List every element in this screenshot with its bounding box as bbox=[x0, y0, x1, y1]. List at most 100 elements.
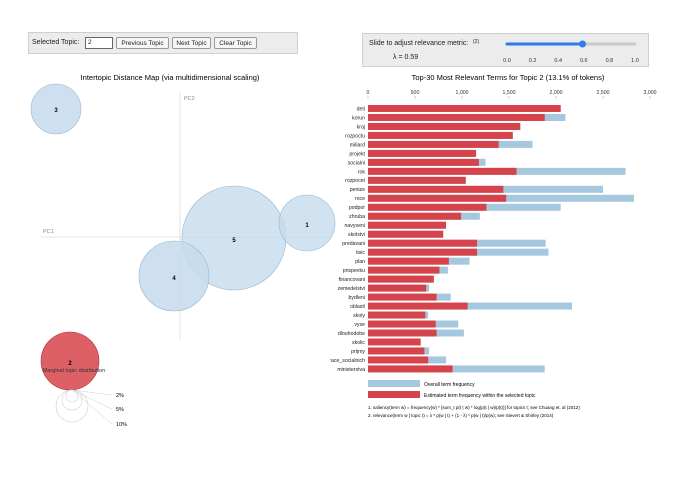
relevance-panel: Slide to adjust relevance metric: (2) λ … bbox=[362, 33, 649, 67]
relevance-footnote-mark: (2) bbox=[473, 39, 480, 45]
term-label[interactable]: plan bbox=[355, 259, 365, 265]
bar-estimated-frequency bbox=[368, 167, 517, 175]
bar-estimated-frequency bbox=[368, 105, 561, 112]
intertopic-distance-map: Intertopic Distance Map (via multidimens… bbox=[30, 73, 336, 428]
bar-estimated-frequency bbox=[368, 356, 429, 364]
term-label[interactable]: socialni bbox=[348, 160, 365, 166]
term-label[interactable]: penize bbox=[350, 187, 365, 193]
term-label[interactable]: skolstvi bbox=[348, 232, 365, 238]
bar-estimated-frequency bbox=[368, 302, 468, 310]
term-label[interactable]: bydleni bbox=[349, 295, 365, 301]
bar-estimated-frequency bbox=[368, 266, 440, 274]
marginal-legend: 2% 5% 10% bbox=[55, 389, 127, 428]
topic-label-2: 2 bbox=[68, 361, 72, 367]
bar-estimated-frequency bbox=[368, 347, 425, 355]
bar-estimated-frequency bbox=[368, 257, 449, 265]
slider-tick-label: 0.0 bbox=[503, 58, 511, 64]
chart-legend: Overall term frequency Estimated term fr… bbox=[368, 380, 536, 399]
footnote-relevance: 2. relevance(term w | topic t) = λ * p(w… bbox=[368, 413, 554, 418]
legend-estimated-label: Estimated term frequency within the sele… bbox=[424, 393, 536, 399]
bar-estimated-frequency bbox=[368, 158, 479, 166]
term-label[interactable]: korun bbox=[352, 115, 365, 121]
bar-estimated-frequency bbox=[368, 122, 521, 130]
bar-estimated-frequency bbox=[368, 140, 499, 148]
slider-tick-label: 0.2 bbox=[529, 58, 537, 64]
term-label[interactable]: rozpocet bbox=[345, 178, 365, 184]
legend-swatch-estimated bbox=[368, 391, 420, 398]
x-axis-tick-label: 0 bbox=[367, 90, 370, 96]
bar-estimated-frequency bbox=[368, 194, 507, 202]
term-label[interactable]: prispevku bbox=[343, 268, 365, 274]
bar-estimated-frequency bbox=[368, 284, 427, 292]
bar-estimated-frequency bbox=[368, 149, 477, 157]
slider-tick-label: 0.4 bbox=[554, 58, 562, 64]
term-label[interactable]: predavani bbox=[342, 241, 365, 247]
previous-topic-button[interactable]: Previous Topic bbox=[116, 37, 169, 49]
bar-estimated-frequency bbox=[368, 239, 478, 247]
bar-estimated-frequency bbox=[368, 176, 466, 184]
bar-estimated-frequency bbox=[368, 185, 504, 193]
relevance-label: Slide to adjust relevance metric: bbox=[369, 40, 469, 47]
x-axis-tick-label: 1,000 bbox=[456, 90, 469, 96]
topic-circle-4[interactable]: 4 bbox=[138, 240, 210, 312]
relevance-slider[interactable]: 0.0 0.2 0.4 0.6 0.8 1.0 bbox=[503, 38, 643, 66]
term-label[interactable]: skoly bbox=[353, 313, 365, 319]
marginal-level-5: 5% bbox=[116, 407, 124, 413]
bar-estimated-frequency bbox=[368, 320, 436, 328]
bar-estimated-frequency bbox=[368, 248, 478, 256]
term-label[interactable]: deti bbox=[357, 106, 365, 112]
next-topic-button[interactable]: Next Topic bbox=[172, 37, 211, 49]
topic-circle-1[interactable]: 1 bbox=[278, 194, 336, 252]
term-label[interactable]: podpor bbox=[349, 205, 365, 211]
slider-tick-label: 1.0 bbox=[631, 58, 639, 64]
topic-label-1: 1 bbox=[305, 223, 309, 229]
term-label[interactable]: roce bbox=[355, 196, 365, 202]
slider-tick-label: 0.6 bbox=[580, 58, 588, 64]
x-axis-tick-label: 1,500 bbox=[503, 90, 516, 96]
term-label[interactable]: dlouhodobe bbox=[338, 331, 365, 337]
topic-circle-2[interactable]: 2 bbox=[40, 331, 100, 391]
slider-handle[interactable] bbox=[579, 40, 587, 48]
term-label[interactable]: navyseni bbox=[345, 223, 365, 229]
bar-estimated-frequency bbox=[368, 221, 447, 229]
map-title: Intertopic Distance Map (via multidimens… bbox=[81, 73, 260, 82]
term-label[interactable]: tisic bbox=[356, 250, 365, 256]
legend-swatch-overall bbox=[368, 380, 420, 387]
term-label[interactable]: rok bbox=[358, 169, 366, 175]
slider-tick-label: 0.8 bbox=[606, 58, 614, 64]
term-label[interactable]: rozpoctu bbox=[345, 133, 365, 139]
bar-overall-frequency bbox=[368, 365, 545, 373]
legend-overall-label: Overall term frequency bbox=[424, 382, 475, 388]
topic-label-4: 4 bbox=[172, 276, 176, 282]
term-label[interactable]: zhruba bbox=[349, 214, 365, 220]
selected-topic-input[interactable]: 2 bbox=[85, 37, 113, 49]
term-label[interactable]: vyse bbox=[354, 322, 365, 328]
term-label[interactable]: projekt bbox=[349, 151, 365, 157]
marginal-distribution-title: Marginal topic distribution bbox=[43, 368, 105, 374]
bar-overall-frequency bbox=[368, 302, 572, 310]
pc1-label: PC1 bbox=[43, 229, 54, 235]
lambda-value-text: λ = 0.59 bbox=[393, 54, 419, 61]
bar-estimated-frequency bbox=[368, 311, 426, 319]
term-label[interactable]: kraj bbox=[357, 124, 365, 130]
term-label[interactable]: miliard bbox=[350, 142, 365, 148]
bar-estimated-frequency bbox=[368, 275, 434, 283]
clear-topic-button[interactable]: Clear Topic bbox=[214, 37, 257, 49]
topic-label-5: 5 bbox=[232, 238, 236, 244]
term-label[interactable]: financovani bbox=[339, 277, 365, 283]
x-axis-tick-label: 2,500 bbox=[597, 90, 610, 96]
relevant-terms-chart: Top-30 Most Relevant Terms for Topic 2 (… bbox=[330, 73, 657, 418]
x-axis-tick-label: 2,000 bbox=[550, 90, 563, 96]
topic-circle-3[interactable]: 3 bbox=[30, 83, 82, 135]
topic-selection-panel: Selected Topic: 2 Previous Topic Next To… bbox=[28, 32, 298, 54]
term-label[interactable]: prijmy bbox=[351, 349, 365, 355]
topic-label-3: 3 bbox=[54, 108, 58, 114]
bar-estimated-frequency bbox=[368, 113, 545, 121]
term-label[interactable]: zemedelstvi bbox=[338, 286, 365, 292]
term-label[interactable]: skolic bbox=[352, 340, 365, 346]
x-axis-tick-label: 500 bbox=[411, 90, 420, 96]
term-label[interactable]: ministerstva bbox=[337, 367, 365, 373]
term-label[interactable]: prace_socialnich bbox=[330, 358, 365, 364]
marginal-level-2: 2% bbox=[116, 393, 124, 399]
term-label[interactable]: oblasti bbox=[350, 304, 365, 310]
